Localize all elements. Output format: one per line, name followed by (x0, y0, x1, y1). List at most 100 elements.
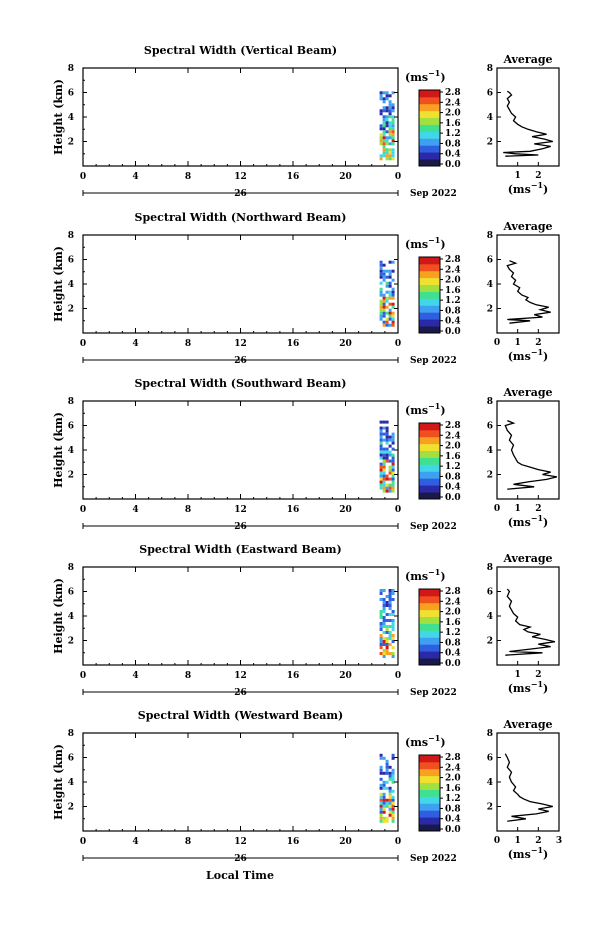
heatmap-cell (382, 299, 386, 303)
heatmap-cell (385, 432, 389, 436)
x-tick-label: 8 (185, 172, 191, 182)
heatmap-cell (385, 317, 389, 321)
colorbar-segment (419, 803, 440, 811)
heatmap-cell (388, 798, 392, 802)
heatmap-cell (385, 441, 389, 445)
avg-y-tick-label: 4 (487, 612, 493, 622)
heatmap-cell (388, 795, 392, 799)
heatmap-cell (385, 296, 389, 300)
avg-y-tick-label: 6 (487, 89, 493, 99)
heatmap-cell (382, 474, 386, 478)
heatmap-cell (391, 816, 395, 820)
x-tick-label: 8 (185, 505, 191, 515)
heatmap-cell (388, 284, 392, 288)
x-tick-label: 4 (132, 671, 138, 681)
heatmap-cell (379, 462, 383, 466)
heatmap-cell (388, 489, 392, 493)
heatmap-cell (391, 121, 395, 125)
heatmap-cell (391, 157, 395, 161)
heatmap-cell (391, 453, 395, 457)
colorbar-tick-label: 0.0 (445, 160, 461, 170)
heatmap-cell (385, 762, 389, 766)
heatmap-cell (388, 786, 392, 790)
heatmap-cell (385, 801, 389, 805)
colorbar-tick-label: 2.4 (445, 431, 461, 441)
heatmap-cell (391, 613, 395, 616)
y-tick-label: 6 (68, 754, 74, 764)
avg-x-tick-label: 2 (535, 338, 541, 348)
heatmap-cell (391, 468, 395, 472)
avg-y-tick-label: 8 (487, 64, 493, 74)
heatmap-cell (388, 314, 392, 318)
heatmap-cell (391, 320, 395, 324)
heatmap-cell (382, 278, 386, 282)
heatmap-cell (385, 124, 389, 128)
heatmap-cell (382, 604, 386, 607)
avg-x-tick-label: 2 (535, 504, 541, 514)
heatmap-cell (382, 801, 386, 805)
heatmap-cell (382, 465, 386, 469)
colorbar-tick-label: 0.4 (445, 649, 461, 659)
colorbar-segment (419, 817, 440, 825)
heatmap-cell (391, 801, 395, 805)
heatmap-cell (388, 121, 392, 125)
heatmap-cell (388, 595, 392, 598)
heatmap-cell (382, 447, 386, 451)
heatmap-cell (388, 459, 392, 463)
heatmap-cell (382, 296, 386, 300)
avg-x-tick-label: 1 (515, 836, 521, 846)
colorbar-segment (419, 595, 440, 604)
heatmap-cell (382, 115, 386, 119)
heatmap-cell (385, 323, 389, 327)
avg-x-tick-label: 0 (494, 338, 500, 348)
heatmap-cell (385, 109, 389, 113)
heatmap-cell (382, 462, 386, 466)
heatmap-cell (391, 118, 395, 122)
colorbar-tick-label: 1.6 (445, 618, 461, 628)
heatmap-cell (388, 157, 392, 161)
average-profile-line (504, 419, 558, 490)
day-label: 26 (234, 356, 247, 366)
heatmap-cell (382, 786, 386, 790)
heatmap-cell (385, 284, 389, 288)
colorbar-tick-label: 0.0 (445, 659, 461, 669)
colorbar-segment (419, 152, 440, 160)
heatmap-cell (379, 777, 383, 781)
avg-x-tick-label: 0 (494, 836, 500, 846)
heatmap-cell (391, 622, 395, 625)
day-label: 26 (234, 189, 247, 199)
average-profile-line (504, 753, 553, 822)
heatmap-cell (388, 589, 392, 592)
heatmap-cell (391, 471, 395, 475)
colorbar-tick-label: 0.4 (445, 317, 461, 327)
heatmap-cell (385, 97, 389, 101)
colorbar-segment (419, 90, 440, 98)
heatmap-cell (379, 127, 383, 131)
heatmap-cell (379, 465, 383, 469)
heatmap-cell (379, 112, 383, 116)
heatmap-cell (385, 106, 389, 110)
y-axis-label: Height (km) (52, 246, 65, 322)
heatmap-cell (382, 819, 386, 823)
avg-unit-exp: −1 (531, 347, 543, 357)
heatmap-cell (379, 124, 383, 128)
x-tick-label: 12 (234, 339, 247, 349)
heatmap-cell (391, 151, 395, 155)
heatmap-cell (379, 610, 383, 613)
heatmap-cell (388, 100, 392, 104)
heatmap-cell (385, 652, 389, 655)
colorbar-tick-label: 1.2 (445, 462, 461, 472)
x-tick-label: 16 (287, 505, 300, 515)
heatmap-cell (379, 616, 383, 619)
heatmap-cell (385, 121, 389, 125)
heatmap-cell (385, 619, 389, 622)
heatmap-cell (385, 637, 389, 640)
colorbar-tick-label: 2.8 (445, 88, 461, 98)
heatmap-cell (388, 290, 392, 294)
heatmap-cell (379, 308, 383, 312)
average-title: Average (502, 718, 552, 731)
heatmap-cell (388, 468, 392, 472)
heatmap-cell (391, 305, 395, 309)
colorbar-unit-exp: −1 (428, 567, 440, 577)
